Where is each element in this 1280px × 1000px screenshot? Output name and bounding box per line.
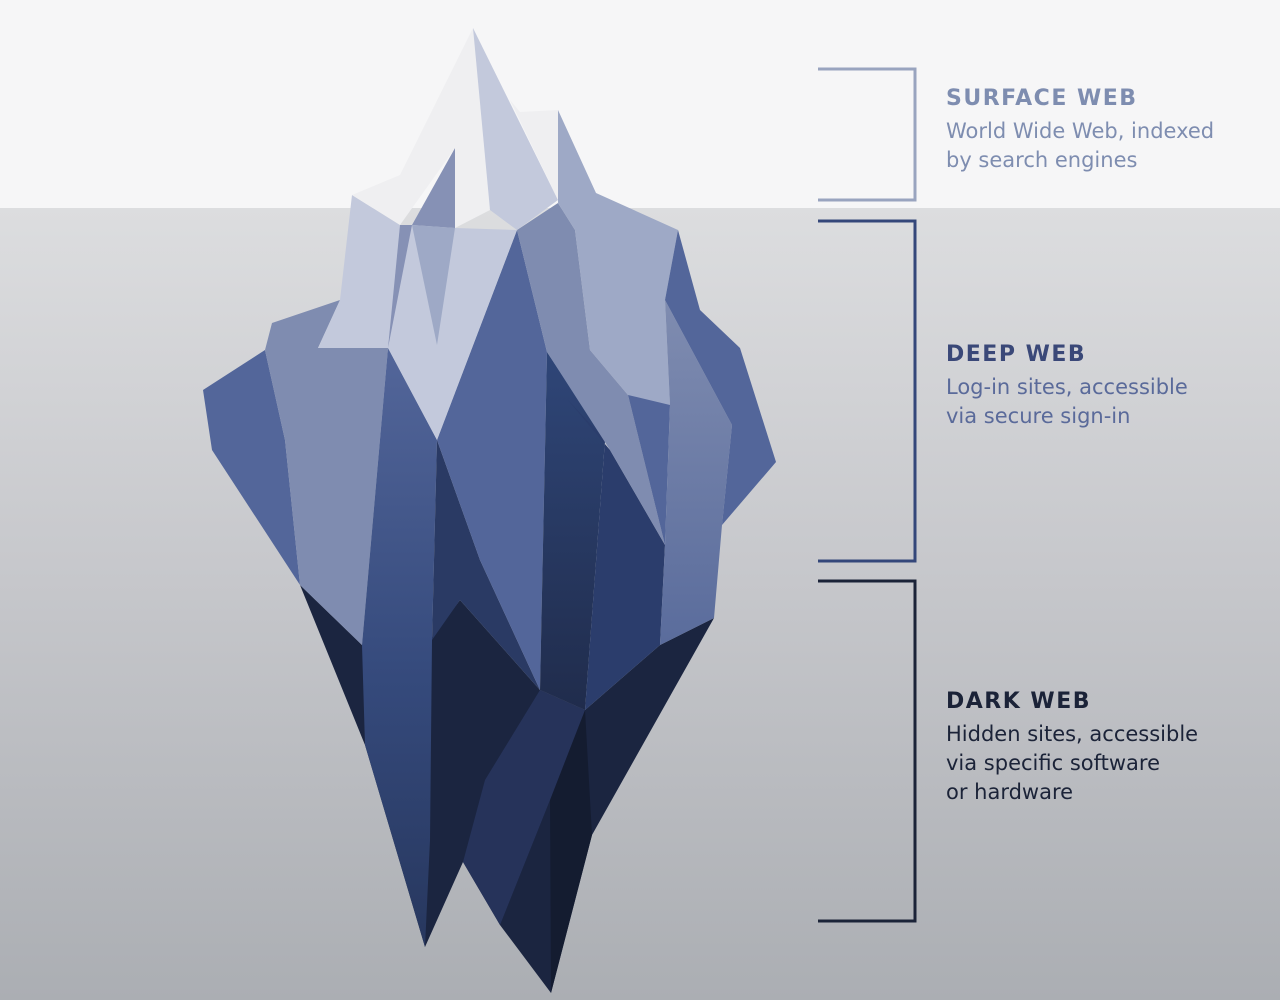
deep-web-title: DEEP WEB: [946, 342, 1087, 367]
iceberg-facet: [352, 28, 490, 228]
deep-web-label: DEEP WEB Log-in sites, accessible via se…: [946, 342, 1266, 431]
iceberg-facet: [362, 348, 437, 947]
iceberg-facet: [517, 203, 665, 545]
dark-web-title: DARK WEB: [946, 689, 1091, 714]
iceberg-facet: [437, 230, 547, 690]
iceberg-facet: [432, 440, 540, 690]
iceberg-dark-facet: [550, 710, 592, 993]
iceberg-facet: [412, 225, 455, 345]
iceberg-facet: [265, 300, 388, 645]
iceberg-facet: [558, 110, 678, 405]
iceberg-facet: [203, 350, 300, 585]
iceberg-facet: [388, 225, 517, 440]
iceberg-facet: [318, 195, 400, 348]
surface-web-bracket: [818, 67, 917, 202]
iceberg-facet: [660, 300, 732, 645]
iceberg-facet: [412, 148, 455, 228]
iceberg-facet: [665, 230, 776, 525]
iceberg-dark-facet: [463, 690, 585, 925]
deep-web-bracket: [818, 219, 917, 563]
surface-web-description: World Wide Web, indexed by search engine…: [946, 119, 1215, 172]
iceberg-facet: [388, 225, 412, 348]
sky-background: [0, 0, 1280, 208]
dark-web-description: Hidden sites, accessible via specific so…: [946, 722, 1199, 804]
dark-web-label: DARK WEB Hidden sites, accessible via sp…: [946, 689, 1266, 807]
deep-web-description: Log-in sites, accessible via secure sign…: [946, 375, 1188, 428]
iceberg-facet: [473, 28, 558, 230]
surface-web-label: SURFACE WEB World Wide Web, indexed by s…: [946, 86, 1266, 175]
iceberg-facet: [540, 352, 605, 710]
iceberg-facet: [568, 400, 665, 710]
surface-web-title: SURFACE WEB: [946, 86, 1138, 111]
dark-web-bracket: [818, 579, 917, 923]
iceberg-facet: [510, 100, 558, 200]
